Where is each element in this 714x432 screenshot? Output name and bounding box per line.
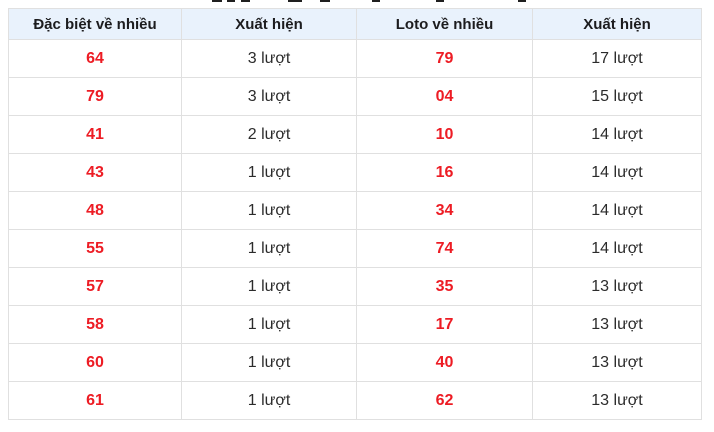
special-number: 60 [8,343,182,382]
special-count: 1 lượt [181,267,357,306]
loto-count: 13 lượt [532,343,702,382]
table-row: 48 1 lượt 34 14 lượt [8,191,702,230]
loto-number: 74 [356,229,533,268]
clipped-glyph-mark [227,0,235,2]
loto-number: 34 [356,191,533,230]
table-row: 58 1 lượt 17 13 lượt [8,305,702,344]
special-number: 64 [8,39,182,78]
loto-number: 40 [356,343,533,382]
loto-count: 14 lượt [532,229,702,268]
table-row: 64 3 lượt 79 17 lượt [8,39,702,78]
clipped-glyph-mark [320,0,330,2]
table-row: 60 1 lượt 40 13 lượt [8,343,702,382]
loto-count: 17 lượt [532,39,702,78]
clipped-glyph-mark [372,0,380,2]
loto-count: 14 lượt [532,115,702,154]
special-number: 58 [8,305,182,344]
special-number: 41 [8,115,182,154]
clipped-glyph-mark [518,0,526,2]
loto-count: 13 lượt [532,305,702,344]
loto-number: 17 [356,305,533,344]
table-row: 57 1 lượt 35 13 lượt [8,267,702,306]
header-special-appearance: Xuất hiện [181,8,357,40]
table-row: 61 1 lượt 62 13 lượt [8,381,702,420]
clipped-glyph-mark [241,0,250,2]
special-number: 79 [8,77,182,116]
loto-count: 15 lượt [532,77,702,116]
special-count: 1 lượt [181,229,357,268]
clipped-text-remnant [0,0,714,3]
loto-number: 04 [356,77,533,116]
loto-count: 14 lượt [532,191,702,230]
special-count: 1 lượt [181,343,357,382]
header-loto-appearance: Xuất hiện [532,8,702,40]
table-row: 79 3 lượt 04 15 lượt [8,77,702,116]
header-special-numbers: Đặc biệt về nhiều [8,8,182,40]
loto-number: 79 [356,39,533,78]
loto-number: 10 [356,115,533,154]
special-number: 61 [8,381,182,420]
clipped-glyph-mark [212,0,222,2]
lottery-stats-table: Đặc biệt về nhiều Xuất hiện Loto về nhiề… [8,8,702,420]
table-row: 55 1 lượt 74 14 lượt [8,229,702,268]
special-number: 57 [8,267,182,306]
special-count: 1 lượt [181,153,357,192]
clipped-glyph-mark [288,0,302,2]
header-loto-numbers: Loto về nhiều [356,8,533,40]
special-number: 48 [8,191,182,230]
loto-count: 13 lượt [532,267,702,306]
loto-number: 35 [356,267,533,306]
loto-number: 62 [356,381,533,420]
special-count: 2 lượt [181,115,357,154]
special-count: 1 lượt [181,191,357,230]
loto-number: 16 [356,153,533,192]
loto-count: 13 lượt [532,381,702,420]
special-count: 3 lượt [181,39,357,78]
special-count: 1 lượt [181,305,357,344]
special-count: 3 lượt [181,77,357,116]
special-number: 43 [8,153,182,192]
header-row: Đặc biệt về nhiều Xuất hiện Loto về nhiề… [8,8,702,40]
clipped-glyph-mark [436,0,444,2]
table-row: 43 1 lượt 16 14 lượt [8,153,702,192]
special-number: 55 [8,229,182,268]
table-row: 41 2 lượt 10 14 lượt [8,115,702,154]
loto-count: 14 lượt [532,153,702,192]
special-count: 1 lượt [181,381,357,420]
